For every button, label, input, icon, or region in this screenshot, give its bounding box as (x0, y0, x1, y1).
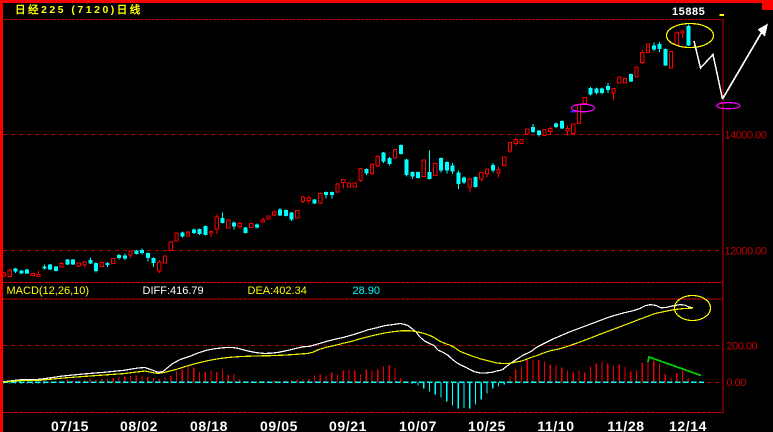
svg-text:15885: 15885 (672, 6, 705, 18)
svg-text:0.00: 0.00 (727, 377, 747, 389)
svg-text:200.00: 200.00 (727, 341, 758, 353)
svg-text:DEA:402.34: DEA:402.34 (248, 285, 307, 297)
svg-text:09/21: 09/21 (329, 418, 367, 432)
svg-text:MACD(12,26,10): MACD(12,26,10) (7, 285, 90, 297)
svg-text:14000.00: 14000.00 (725, 130, 767, 142)
svg-text:日经225 (7120)日线: 日经225 (7120)日线 (15, 3, 143, 16)
svg-text:10/25: 10/25 (468, 418, 506, 432)
svg-text:11/28: 11/28 (607, 418, 644, 432)
svg-text:10/07: 10/07 (399, 418, 437, 432)
svg-text:07/15: 07/15 (51, 418, 89, 432)
svg-text:09/05: 09/05 (260, 418, 298, 432)
svg-text:12000.00: 12000.00 (725, 246, 767, 258)
svg-text:12/14: 12/14 (669, 418, 707, 432)
svg-text:11/10: 11/10 (537, 418, 574, 432)
svg-text:08/02: 08/02 (120, 418, 158, 432)
svg-text:28.90: 28.90 (353, 285, 381, 297)
svg-text:08/18: 08/18 (190, 418, 228, 432)
svg-text:DIFF:416.79: DIFF:416.79 (143, 285, 204, 297)
